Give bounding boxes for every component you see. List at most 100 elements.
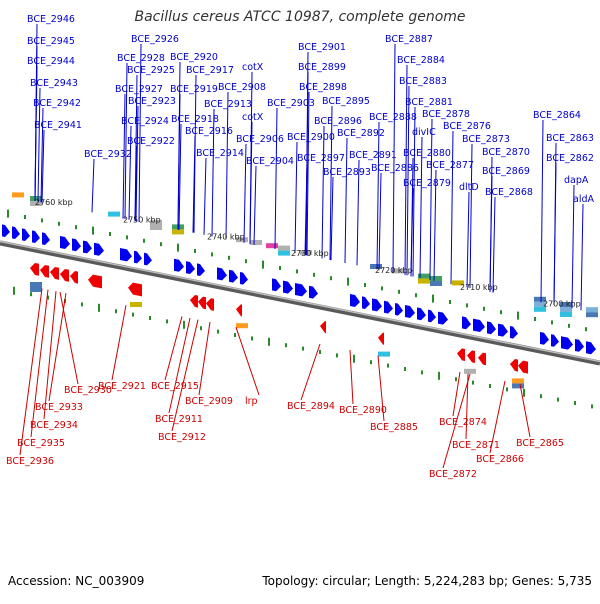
forward-gene-arrow — [309, 285, 318, 299]
forward-leader-line — [124, 62, 128, 220]
scale-label: 2740 kbp — [207, 232, 245, 241]
reverse-gene-arrow — [60, 269, 69, 282]
forward-gene-arrow — [372, 298, 382, 312]
forward-leader-line — [253, 165, 257, 245]
forward-gene-label: BCE_2881 — [405, 97, 453, 108]
forward-leader-line — [433, 169, 437, 281]
cog-block-forward — [418, 278, 430, 284]
labels-layer: 2760 kbp 2750 kbp 2740 kbp 2730 kbp 2720 kbp… — [6, 14, 594, 480]
reverse-gene-arrow — [378, 332, 384, 345]
reverse-leader-line — [19, 288, 43, 456]
forward-leader-line — [329, 105, 333, 261]
forward-leader-line — [429, 118, 433, 281]
forward-gene-label: BCE_2913 — [204, 99, 252, 110]
forward-leader-line — [492, 196, 496, 293]
forward-leader-line — [469, 143, 473, 289]
forward-gene-label: BCE_2879 — [403, 178, 451, 189]
cog-block-forward — [418, 273, 430, 279]
forward-gene-label: divIC — [412, 127, 436, 138]
reverse-gene-label: BCE_2909 — [185, 396, 233, 407]
cog-block-forward — [266, 243, 278, 249]
cog-block-forward — [30, 201, 42, 206]
forward-gene-arrow — [586, 341, 596, 355]
forward-leader-line — [91, 158, 95, 213]
reverse-leader-line — [377, 355, 385, 422]
forward-gene-label: BCE_2864 — [533, 110, 581, 121]
cog-block-forward — [560, 312, 572, 317]
backbone-line — [0, 240, 600, 366]
reverse-gene-label: BCE_2936 — [6, 456, 54, 467]
reverse-gene-arrow — [128, 282, 142, 297]
forward-leader-line — [274, 107, 278, 250]
cog-block-forward — [250, 240, 262, 245]
reverse-gene-label: BCE_2871 — [452, 440, 500, 451]
forward-gene-arrow — [217, 267, 227, 281]
forward-gene-label: BCE_2904 — [246, 156, 294, 167]
cog-block-forward — [534, 306, 546, 312]
forward-gene-arrow — [295, 283, 307, 297]
forward-gene-label: BCE_2914 — [196, 148, 244, 159]
forward-gene-label: aldA — [573, 194, 594, 205]
cog-block-reverse — [236, 323, 248, 329]
cog-block-reverse — [30, 282, 42, 287]
forward-leader-line — [412, 106, 416, 277]
forward-leader-line — [571, 184, 575, 309]
cog-block-forward — [560, 307, 572, 312]
cog-block-forward — [12, 192, 24, 198]
forward-gene-arrow — [120, 248, 132, 262]
forward-leader-line — [41, 129, 45, 203]
forward-leader-line — [404, 64, 408, 276]
forward-leader-line — [249, 121, 253, 245]
forward-gene-label: BCE_2873 — [462, 134, 510, 145]
forward-leader-line — [294, 141, 298, 254]
forward-gene-arrow — [42, 232, 50, 245]
reverse-gene-label: lrp — [245, 396, 258, 407]
forward-leader-line — [243, 143, 247, 243]
reverse-gene-arrow — [30, 263, 39, 276]
forward-gene-label: BCE_2880 — [403, 148, 451, 159]
forward-gene-label: BCE_2887 — [385, 34, 433, 45]
reverse-gene-label: BCE_2912 — [158, 432, 206, 443]
forward-gene-label: dapA — [564, 175, 589, 186]
forward-gene-label: BCE_2886 — [371, 163, 419, 174]
forward-gene-arrow — [350, 294, 360, 307]
forward-gene-arrow — [473, 318, 485, 332]
cog-block-forward — [278, 250, 290, 256]
map-title: Bacillus cereus ATCC 10987, complete gen… — [134, 9, 466, 25]
forward-gene-label: cotX — [242, 62, 264, 73]
reverse-gene-label: BCE_2866 — [476, 454, 524, 465]
forward-gene-label: BCE_2942 — [33, 98, 81, 109]
ticks-layer — [7, 209, 593, 409]
reverse-leader-line — [164, 316, 183, 381]
forward-gene-label: BCE_2893 — [323, 167, 371, 178]
forward-leader-line — [356, 159, 360, 266]
scale-label: 2730 kbp — [291, 249, 329, 258]
cog-block-forward — [586, 312, 598, 318]
reverse-gene-label: BCE_2865 — [516, 438, 564, 449]
forward-gene-arrow — [417, 307, 426, 321]
cog-block-forward — [430, 276, 442, 281]
forward-leader-line — [304, 162, 308, 256]
forward-gene-label: BCE_2926 — [131, 34, 179, 45]
forward-leader-line — [344, 137, 348, 264]
forward-gene-label: BCE_2908 — [218, 82, 266, 93]
scale-label: 2760 kbp — [35, 198, 73, 207]
forward-gene-label: dltD — [459, 182, 479, 193]
forward-leader-line — [225, 91, 229, 240]
forward-gene-arrow — [32, 230, 40, 243]
forward-gene-arrow — [229, 269, 238, 283]
forward-gene-label: BCE_2903 — [267, 98, 315, 109]
forward-gene-arrow — [561, 336, 573, 350]
forward-gene-label: BCE_2928 — [117, 53, 165, 64]
forward-gene-arrow — [462, 316, 471, 330]
forward-gene-arrow — [540, 332, 549, 345]
reverse-gene-arrow — [206, 298, 214, 311]
forward-gene-label: BCE_2870 — [482, 147, 530, 158]
forward-leader-line — [378, 172, 382, 270]
cog-block-forward — [370, 264, 382, 269]
forward-gene-label: BCE_2896 — [314, 116, 362, 127]
forward-leader-line — [406, 85, 410, 276]
cog-block-forward — [172, 229, 184, 235]
accession-text: Accession: NC_003909 — [8, 574, 145, 588]
reverse-leader-line — [198, 321, 211, 396]
